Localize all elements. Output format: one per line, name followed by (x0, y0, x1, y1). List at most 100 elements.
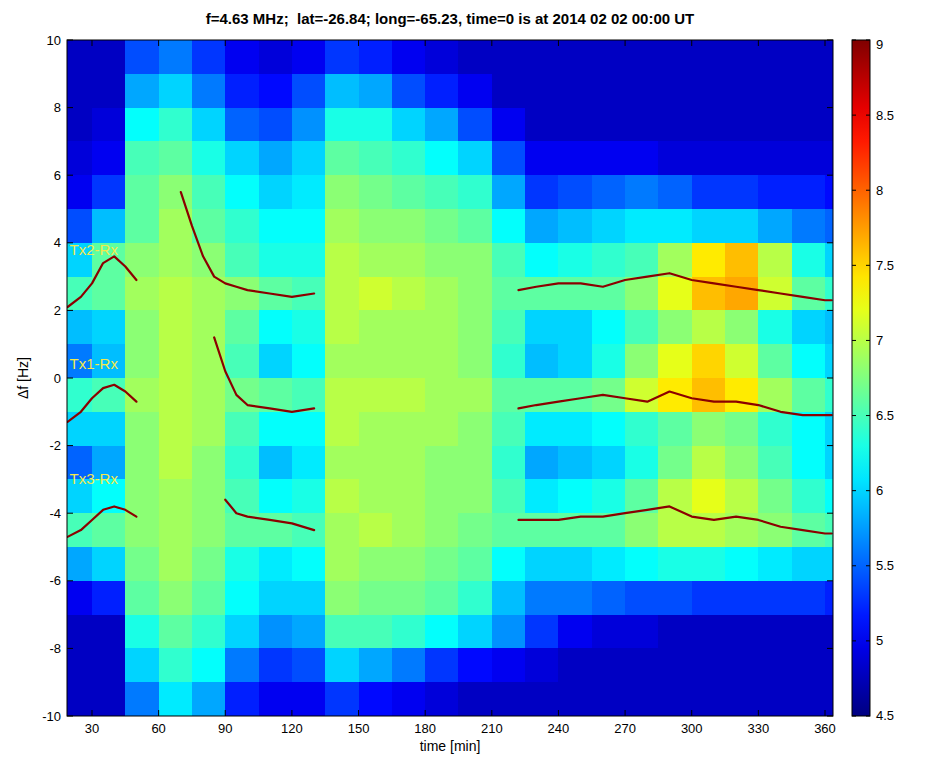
heatmap-cell (592, 40, 626, 74)
x-tick-label: 120 (281, 721, 303, 736)
heatmap-cell (425, 108, 459, 142)
heatmap-cell (225, 344, 259, 378)
heatmap-cell (392, 108, 426, 142)
heatmap-cell (259, 479, 293, 513)
heatmap-cell (458, 108, 492, 142)
colorbar-tick (866, 565, 870, 566)
heatmap-cell (692, 310, 726, 344)
colorbar-tick (866, 340, 870, 341)
y-tick-label: 10 (47, 33, 61, 48)
heatmap-cell (192, 648, 226, 682)
heatmap-cell (192, 615, 226, 649)
heatmap-cell (292, 581, 326, 615)
heatmap-cell (492, 209, 526, 243)
heatmap-cell (825, 648, 833, 682)
heatmap-cell (525, 615, 559, 649)
heatmap-cell (525, 547, 559, 581)
heatmap-cell (192, 479, 226, 513)
heatmap-cell (225, 479, 259, 513)
heatmap-cell (725, 412, 759, 446)
heatmap-cell (359, 175, 393, 209)
heatmap-cell (425, 141, 459, 175)
heatmap-cell (558, 479, 592, 513)
heatmap-cell (725, 310, 759, 344)
heatmap-cell (67, 648, 93, 682)
heatmap-cell (425, 40, 459, 74)
heatmap-cell (658, 108, 692, 142)
heatmap-cell (592, 175, 626, 209)
heatmap-cell (125, 141, 159, 175)
heatmap-cell (458, 209, 492, 243)
heatmap-cell (292, 344, 326, 378)
heatmap-cell (825, 547, 833, 581)
heatmap-cell (125, 40, 159, 74)
heatmap-cell (525, 141, 559, 175)
heatmap-cell (259, 581, 293, 615)
heatmap-cell (392, 412, 426, 446)
heatmap-cell (492, 648, 526, 682)
y-tick-label: -6 (49, 573, 61, 588)
heatmap-cell (292, 209, 326, 243)
heatmap-cell (259, 243, 293, 277)
heatmap-cell (692, 378, 726, 412)
heatmap-cell (292, 243, 326, 277)
heatmap-cell (725, 547, 759, 581)
heatmap-cell (692, 243, 726, 277)
heatmap-cell (159, 378, 193, 412)
heatmap-cell (592, 446, 626, 480)
y-tick-label: 6 (54, 168, 61, 183)
heatmap-cell (592, 243, 626, 277)
heatmap-cell (325, 40, 359, 74)
heatmap-cell (159, 277, 193, 311)
x-tick (825, 40, 826, 46)
heatmap-cell (458, 648, 492, 682)
heatmap-cell (292, 40, 326, 74)
title: f=4.63 MHz; lat=-26.84; long=-65.23, tim… (206, 10, 695, 27)
heatmap-cell (725, 277, 759, 311)
heatmap-cell (225, 310, 259, 344)
y-tick (827, 445, 833, 446)
heatmap-cell (625, 141, 659, 175)
heatmap-cell (625, 277, 659, 311)
heatmap-cell (67, 108, 93, 142)
heatmap-cell (625, 412, 659, 446)
heatmap-cell (592, 581, 626, 615)
heatmap-cell (492, 479, 526, 513)
heatmap-cell (792, 547, 826, 581)
heatmap-cell (758, 74, 792, 108)
heatmap-cell (458, 40, 492, 74)
heatmap-cell (792, 682, 826, 716)
heatmap-cell (592, 141, 626, 175)
heatmap-cell (159, 513, 193, 547)
trace-line (68, 337, 832, 422)
heatmap-cell (125, 581, 159, 615)
heatmap-cell (359, 615, 393, 649)
heatmap-cell (525, 412, 559, 446)
heatmap-cell (592, 209, 626, 243)
heatmap-cell (292, 682, 326, 716)
heatmap-cell (292, 513, 326, 547)
heatmap-cell (758, 108, 792, 142)
heatmap-cell (425, 74, 459, 108)
heatmap-cell (159, 648, 193, 682)
heatmap-cell (825, 141, 833, 175)
heatmap-cell (825, 615, 833, 649)
heatmap-cell (359, 108, 393, 142)
heatmap-cell (192, 378, 226, 412)
heatmap-cell (525, 243, 559, 277)
heatmap-cell (192, 581, 226, 615)
heatmap-cell (592, 615, 626, 649)
heatmap-cell (758, 648, 792, 682)
x-tick (158, 40, 159, 46)
heatmap-cell (125, 108, 159, 142)
heatmap-cell (292, 547, 326, 581)
heatmap-cell (92, 277, 126, 311)
y-tick (67, 175, 73, 176)
heatmap-cell (92, 682, 126, 716)
heatmap-cell (225, 682, 259, 716)
colorbar-tick (852, 115, 856, 116)
heatmap-cell (325, 547, 359, 581)
colorbar-tick-label: 5 (876, 633, 883, 648)
heatmap-cell (792, 243, 826, 277)
heatmap-cell (558, 243, 592, 277)
